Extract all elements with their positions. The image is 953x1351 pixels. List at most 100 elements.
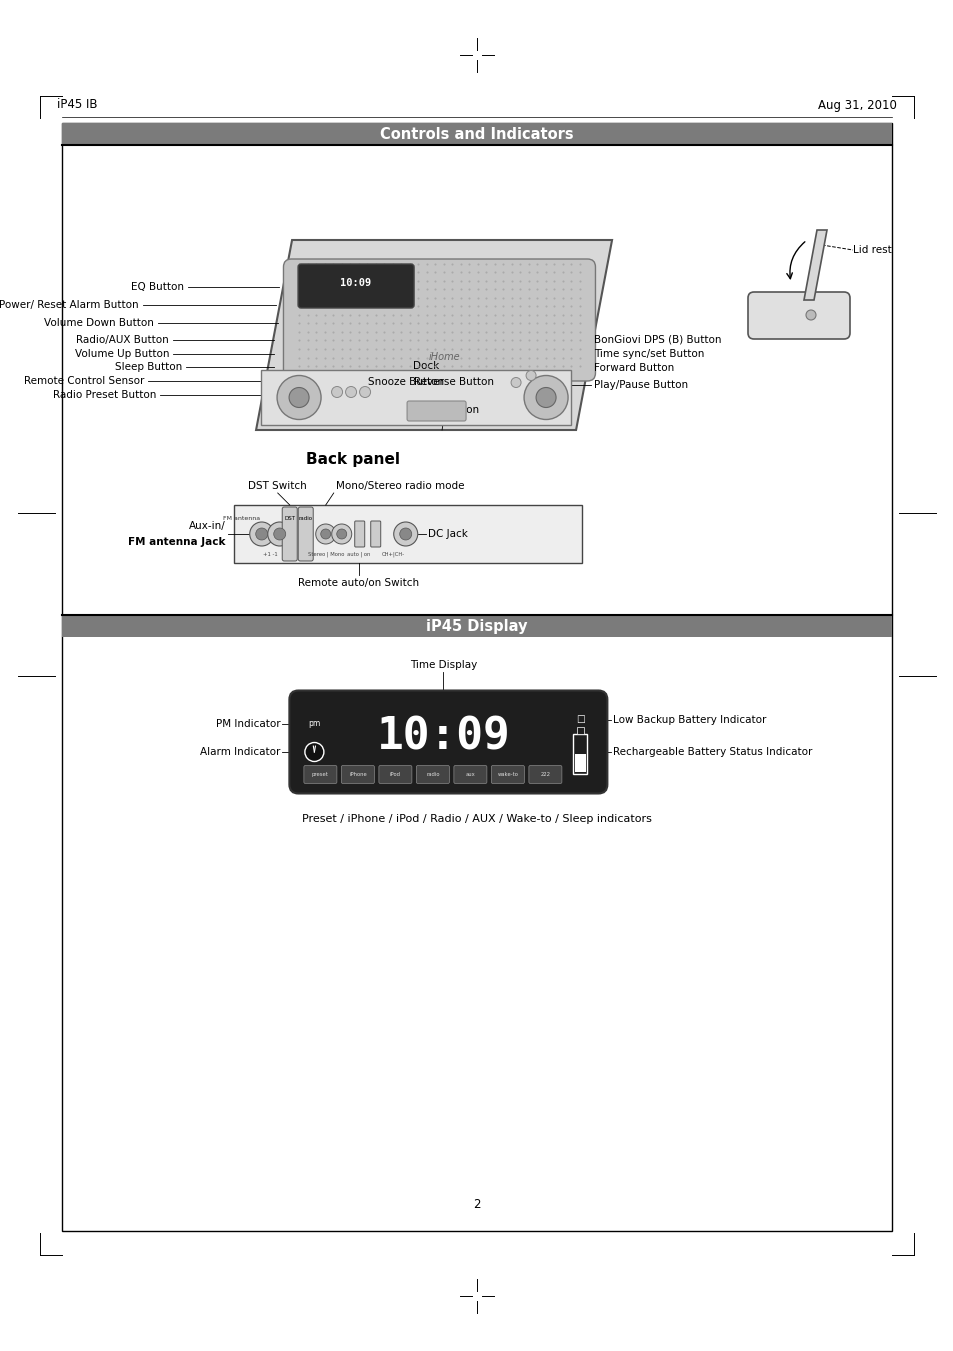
Text: 2: 2 bbox=[473, 1198, 480, 1212]
Text: iPhone: iPhone bbox=[349, 771, 366, 777]
Text: radio: radio bbox=[426, 771, 439, 777]
FancyBboxPatch shape bbox=[289, 690, 607, 793]
Text: Forward Button: Forward Button bbox=[594, 363, 674, 373]
FancyBboxPatch shape bbox=[416, 766, 449, 784]
Text: Time Display: Time Display bbox=[410, 659, 476, 670]
Circle shape bbox=[525, 370, 536, 381]
Bar bbox=[62, 123, 891, 1231]
Circle shape bbox=[255, 528, 268, 540]
Text: Remote auto/on Switch: Remote auto/on Switch bbox=[298, 578, 419, 588]
Circle shape bbox=[523, 376, 567, 420]
Bar bbox=[577, 727, 583, 734]
Polygon shape bbox=[803, 230, 826, 300]
Text: DST Switch: DST Switch bbox=[248, 481, 307, 490]
FancyBboxPatch shape bbox=[747, 292, 849, 339]
Text: wake-to: wake-to bbox=[497, 771, 517, 777]
Text: 10:09: 10:09 bbox=[340, 278, 372, 288]
Text: Mono/Stereo radio mode: Mono/Stereo radio mode bbox=[335, 481, 464, 490]
Bar bbox=[575, 754, 585, 771]
Text: Reverse Button: Reverse Button bbox=[414, 377, 494, 386]
Text: Sleep Button: Sleep Button bbox=[114, 362, 182, 372]
Text: Stereo | Mono: Stereo | Mono bbox=[307, 551, 344, 557]
Text: iP45 IB: iP45 IB bbox=[57, 99, 97, 112]
Text: Controls and Indicators: Controls and Indicators bbox=[380, 127, 573, 142]
Text: iHome: iHome bbox=[428, 353, 459, 362]
Bar bbox=[62, 615, 891, 638]
Text: Remote Control Sensor: Remote Control Sensor bbox=[24, 376, 144, 386]
FancyBboxPatch shape bbox=[298, 507, 313, 561]
FancyBboxPatch shape bbox=[528, 766, 561, 784]
Circle shape bbox=[274, 528, 286, 540]
FancyBboxPatch shape bbox=[371, 521, 380, 547]
Text: Radio/AUX Button: Radio/AUX Button bbox=[76, 335, 169, 345]
FancyBboxPatch shape bbox=[491, 766, 524, 784]
Text: FM antenna: FM antenna bbox=[223, 516, 260, 520]
Circle shape bbox=[305, 743, 323, 762]
Text: preset: preset bbox=[312, 771, 329, 777]
Text: Alarm Button: Alarm Button bbox=[409, 405, 478, 415]
FancyBboxPatch shape bbox=[341, 766, 374, 784]
Text: DST: DST bbox=[284, 516, 294, 520]
Circle shape bbox=[359, 386, 370, 397]
FancyBboxPatch shape bbox=[454, 766, 486, 784]
Polygon shape bbox=[261, 370, 571, 426]
FancyBboxPatch shape bbox=[407, 401, 466, 422]
Circle shape bbox=[289, 388, 309, 408]
Text: pm: pm bbox=[308, 720, 320, 728]
Text: Snooze Button: Snooze Button bbox=[368, 377, 444, 386]
Text: Volume Up Button: Volume Up Button bbox=[74, 349, 169, 359]
Text: iPod: iPod bbox=[390, 771, 400, 777]
Text: +1 -1: +1 -1 bbox=[263, 551, 278, 557]
Bar bbox=[573, 734, 587, 774]
Circle shape bbox=[536, 388, 556, 408]
Text: Preset / iPhone / iPod / Radio / AUX / Wake-to / Sleep indicators: Preset / iPhone / iPod / Radio / AUX / W… bbox=[302, 815, 651, 824]
Text: Alarm Indicator: Alarm Indicator bbox=[200, 747, 280, 757]
Circle shape bbox=[511, 377, 520, 388]
Text: Back panel: Back panel bbox=[306, 453, 399, 467]
Text: DC Jack: DC Jack bbox=[427, 530, 467, 539]
Polygon shape bbox=[255, 240, 612, 430]
Text: 10:09: 10:09 bbox=[376, 716, 510, 758]
Bar bbox=[233, 505, 581, 563]
FancyBboxPatch shape bbox=[282, 507, 297, 561]
Text: auto | on: auto | on bbox=[347, 551, 370, 557]
Text: Time sync/set Button: Time sync/set Button bbox=[594, 349, 703, 359]
Text: iP45 Display: iP45 Display bbox=[426, 619, 527, 634]
Text: PM Indicator: PM Indicator bbox=[215, 719, 280, 730]
Text: Aux-in/: Aux-in/ bbox=[189, 521, 226, 531]
Text: Dock: Dock bbox=[413, 361, 438, 372]
Text: Radio Preset Button: Radio Preset Button bbox=[52, 390, 156, 400]
Circle shape bbox=[336, 530, 346, 539]
Text: Play/Pause Button: Play/Pause Button bbox=[594, 380, 687, 390]
Text: FM antenna Jack: FM antenna Jack bbox=[128, 536, 226, 547]
Text: BonGiovi DPS (B) Button: BonGiovi DPS (B) Button bbox=[594, 335, 720, 345]
FancyBboxPatch shape bbox=[355, 521, 364, 547]
Text: CH+|CH-: CH+|CH- bbox=[382, 551, 405, 557]
Text: Rechargeable Battery Status Indicator: Rechargeable Battery Status Indicator bbox=[613, 747, 812, 757]
Circle shape bbox=[332, 386, 342, 397]
Text: Volume Down Button: Volume Down Button bbox=[44, 317, 153, 328]
Circle shape bbox=[399, 528, 412, 540]
Text: ☐: ☐ bbox=[576, 715, 584, 725]
Text: radio: radio bbox=[298, 516, 313, 520]
Circle shape bbox=[332, 524, 352, 544]
Text: Power/ Reset Alarm Button: Power/ Reset Alarm Button bbox=[0, 300, 139, 309]
Circle shape bbox=[320, 530, 331, 539]
Circle shape bbox=[268, 521, 292, 546]
Text: Lid rest: Lid rest bbox=[852, 245, 891, 255]
Text: 222: 222 bbox=[539, 771, 550, 777]
FancyBboxPatch shape bbox=[297, 263, 414, 308]
Circle shape bbox=[276, 376, 321, 420]
Circle shape bbox=[315, 524, 335, 544]
Text: EQ Button: EQ Button bbox=[131, 282, 184, 292]
Text: Aug 31, 2010: Aug 31, 2010 bbox=[818, 99, 896, 112]
Text: aux: aux bbox=[465, 771, 475, 777]
FancyBboxPatch shape bbox=[283, 259, 595, 381]
Text: Low Backup Battery Indicator: Low Backup Battery Indicator bbox=[613, 715, 766, 725]
Circle shape bbox=[250, 521, 274, 546]
FancyBboxPatch shape bbox=[378, 766, 412, 784]
Circle shape bbox=[805, 309, 815, 320]
Circle shape bbox=[345, 386, 356, 397]
Circle shape bbox=[394, 521, 417, 546]
FancyBboxPatch shape bbox=[304, 766, 336, 784]
